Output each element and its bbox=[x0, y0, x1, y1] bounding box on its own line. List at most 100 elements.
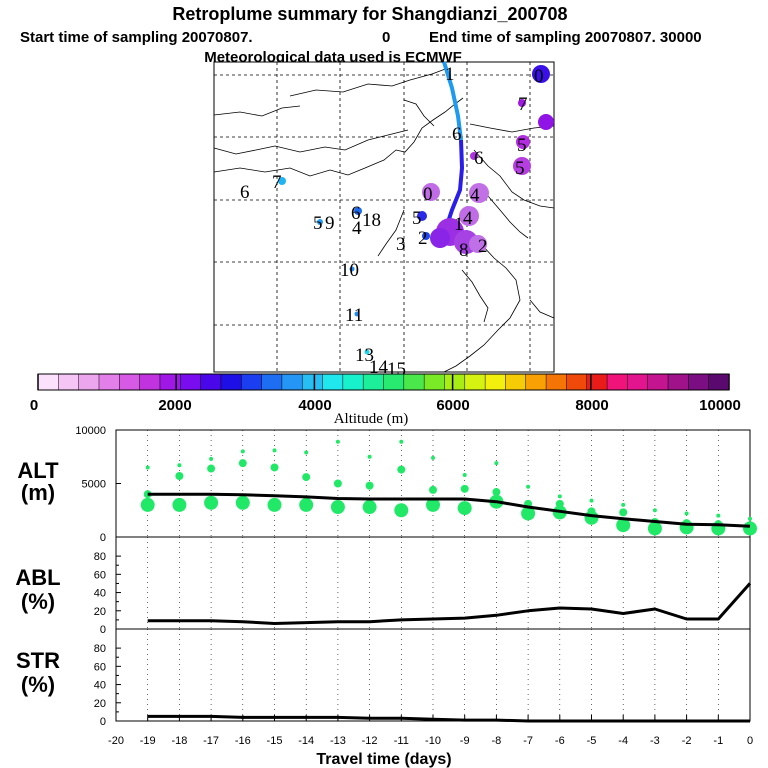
trajectory-middle bbox=[444, 139, 465, 229]
plume-circle bbox=[518, 99, 526, 107]
colorbar-segment bbox=[301, 373, 324, 391]
plume-circle bbox=[538, 114, 554, 130]
plume-circle bbox=[470, 152, 478, 160]
plume-circle bbox=[422, 183, 440, 201]
plume-circle bbox=[417, 211, 427, 221]
map-point-label: 2 bbox=[418, 228, 428, 249]
start-time-label: Start time of sampling 20070807. bbox=[20, 29, 253, 46]
panel-label-str: STR bbox=[16, 648, 60, 673]
colorbar-tick: 6000 bbox=[436, 397, 469, 414]
altitude-spread-point bbox=[526, 484, 531, 489]
colorbar-segment bbox=[545, 373, 568, 391]
colorbar-segment bbox=[220, 373, 242, 391]
x-tick-label: -13 bbox=[330, 735, 346, 747]
end-time-label: End time of sampling 20070807. 30000 bbox=[429, 29, 702, 46]
series-line-str bbox=[147, 714, 750, 723]
colorbar-segment bbox=[362, 373, 385, 391]
map-point-label: 11 bbox=[345, 305, 363, 326]
map-point-label: 2 bbox=[478, 236, 488, 257]
colorbar-segment bbox=[78, 373, 100, 391]
altitude-spread-point bbox=[333, 479, 342, 488]
map-point-label: 4 bbox=[470, 185, 480, 206]
colorbar-tick: 8000 bbox=[575, 397, 608, 414]
altitude-spread-point bbox=[238, 459, 247, 468]
altitude-spread-point bbox=[652, 508, 657, 513]
y-tick-label: 20 bbox=[94, 698, 106, 710]
altitude-spread-point bbox=[330, 500, 345, 515]
plume-circle bbox=[513, 157, 531, 175]
x-axis-label: Travel time (days) bbox=[316, 751, 451, 768]
colorbar-tick: 4000 bbox=[298, 397, 331, 414]
colorbar-segment bbox=[240, 373, 263, 391]
map-point-label: 8 bbox=[459, 240, 469, 261]
altitude-spread-point bbox=[462, 472, 467, 477]
altitude-spread-point bbox=[460, 484, 469, 493]
colorbar-segment bbox=[383, 373, 405, 391]
x-tick-label: -7 bbox=[523, 735, 533, 747]
colorbar-segment bbox=[606, 373, 629, 391]
colorbar-segment bbox=[586, 373, 608, 391]
x-tick-label: -19 bbox=[140, 735, 156, 747]
altitude-spread-point bbox=[399, 439, 404, 444]
altitude-spread-point bbox=[521, 506, 536, 521]
map-point-labels: 1 0 7 5 5 6 6 4 0 4 7 6 6 4 18 5 9 3 2 5… bbox=[240, 64, 544, 380]
plume-circle bbox=[317, 219, 323, 225]
y-tick-label: 0 bbox=[100, 716, 106, 728]
series-line-alt bbox=[147, 492, 751, 528]
colorbar-segment bbox=[403, 373, 425, 391]
altitude-spread-point bbox=[299, 497, 314, 512]
plume-circle bbox=[354, 207, 362, 215]
x-tick-label: -5 bbox=[587, 735, 597, 747]
plume-circle bbox=[349, 266, 355, 272]
altitude-spread-point bbox=[621, 502, 626, 507]
altitude-spread-point bbox=[209, 456, 214, 461]
altitude-spread-point bbox=[207, 464, 216, 473]
x-tick-label: -2 bbox=[682, 735, 692, 747]
map-point-label: 6 bbox=[474, 148, 484, 169]
colorbar-segment bbox=[139, 373, 161, 391]
colorbar-tick: 2000 bbox=[158, 397, 191, 414]
altitude-spread-point bbox=[684, 511, 689, 516]
colorbar-segment bbox=[464, 373, 486, 391]
map-point-label: 3 bbox=[396, 234, 406, 255]
map-point-label: 14 bbox=[369, 357, 389, 378]
colorbar-segment bbox=[667, 373, 690, 391]
altitude-colorbar bbox=[37, 373, 730, 391]
x-tick-label: 0 bbox=[747, 735, 753, 747]
x-tick-label: -10 bbox=[425, 735, 441, 747]
plume-circle bbox=[364, 349, 370, 355]
plume-circle bbox=[532, 65, 550, 83]
colorbar-tick: 10000 bbox=[699, 397, 741, 414]
y-tick-label: 60 bbox=[94, 569, 106, 581]
start-time-value: 0 bbox=[382, 29, 390, 46]
panel-unit-alt: (m) bbox=[21, 480, 55, 505]
map-point-label: 1 bbox=[454, 214, 464, 235]
altitude-spread-point bbox=[494, 461, 499, 466]
panel-unit-str: (%) bbox=[21, 672, 55, 697]
colorbar-segment bbox=[37, 373, 60, 391]
panel-label-alt: ALT bbox=[17, 458, 59, 483]
y-tick-label: 0 bbox=[100, 532, 106, 544]
colorbar-segment bbox=[98, 373, 121, 391]
colorbar-segment bbox=[627, 373, 649, 391]
altitude-spread-point bbox=[235, 495, 250, 510]
map-point-label: 1 bbox=[445, 64, 455, 85]
colorbar-segment bbox=[261, 373, 283, 391]
altitude-spread-point bbox=[145, 465, 150, 470]
plume-circle bbox=[469, 235, 487, 253]
altitude-spread-point bbox=[177, 463, 182, 468]
colorbar-segment bbox=[58, 373, 80, 391]
colorbar-segment bbox=[484, 373, 507, 391]
altitude-spread-point bbox=[589, 498, 594, 503]
y-tick-label: 80 bbox=[94, 643, 106, 655]
map-graticule bbox=[214, 62, 554, 372]
colorbar-segment bbox=[119, 373, 141, 391]
colorbar-segment bbox=[281, 373, 303, 391]
y-tick-label: 5000 bbox=[82, 479, 106, 491]
plume-circle bbox=[459, 206, 479, 226]
colorbar-tick: 0 bbox=[30, 397, 38, 414]
map-point-label: 6 bbox=[351, 203, 361, 224]
plume-circle bbox=[516, 135, 530, 149]
map-point-label: 4 bbox=[352, 218, 362, 239]
